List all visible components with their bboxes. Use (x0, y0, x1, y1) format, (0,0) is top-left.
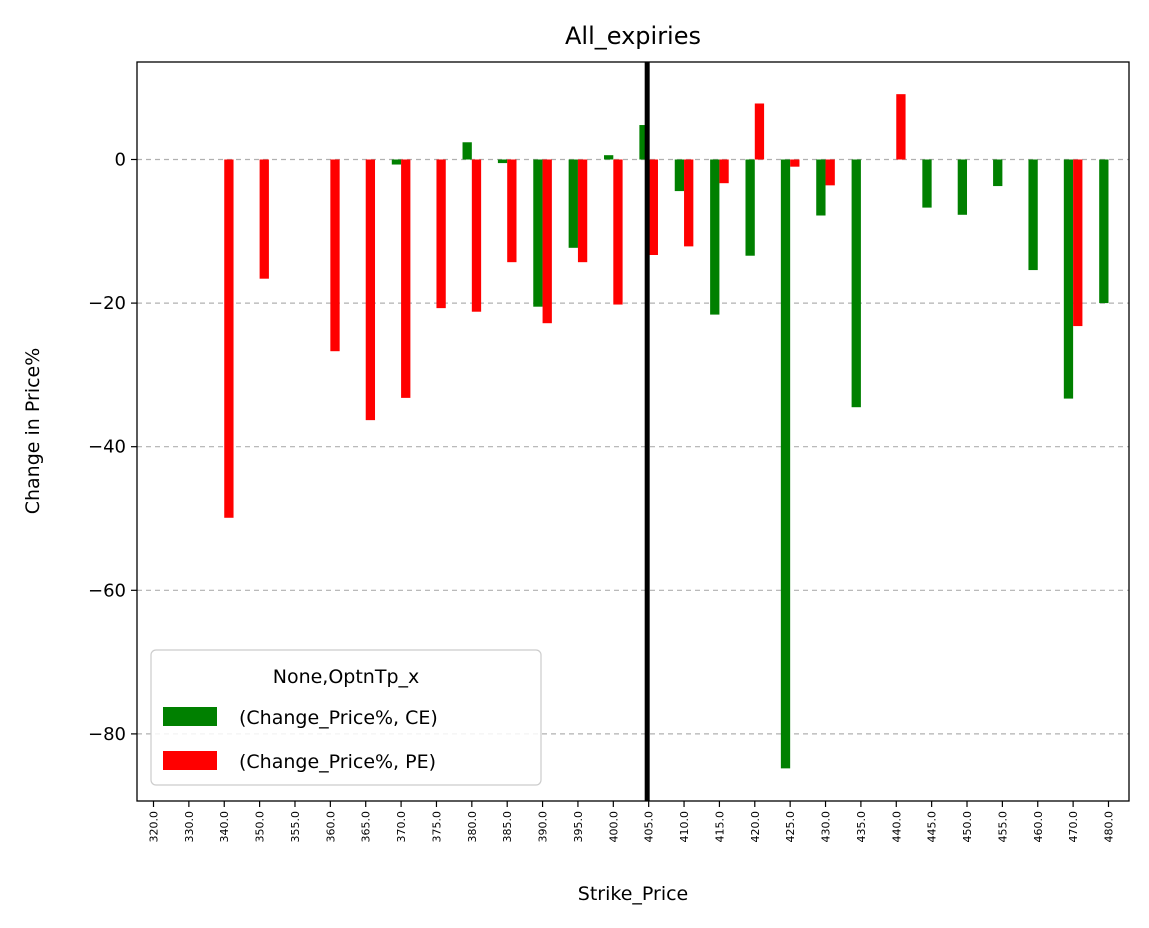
bar-ce (993, 159, 1003, 187)
bar-pe (1073, 159, 1083, 327)
bar-ce (533, 159, 543, 307)
x-tick-label: 390.0 (537, 811, 550, 843)
bar-ce (745, 159, 755, 256)
x-tick-label: 350.0 (254, 811, 267, 843)
legend-title: None,OptnTp_x (273, 666, 420, 688)
bar-ce (851, 159, 861, 408)
x-tick-label: 425.0 (784, 811, 797, 843)
bar-ce (639, 125, 649, 160)
bar-pe (542, 159, 552, 324)
bar-pe (754, 103, 765, 160)
legend-swatch-pe (163, 751, 217, 770)
legend-label-ce: (Change_Price%, CE) (239, 707, 438, 729)
x-tick-label: 410.0 (678, 811, 691, 843)
bar-ce (1099, 159, 1109, 304)
bar-pe (896, 94, 906, 160)
gridlines (137, 158, 1129, 735)
plot-frame (136, 61, 1130, 802)
bar-pe (648, 159, 658, 255)
x-tick-label: 460.0 (1032, 811, 1045, 843)
x-tick-label: 405.0 (643, 811, 656, 843)
bar-pe (436, 159, 446, 309)
bar-pe (790, 159, 800, 167)
bar-pe (719, 159, 729, 184)
bar-ce (710, 159, 720, 315)
legend-label-pe: (Change_Price%, PE) (239, 751, 436, 773)
bar-ce (462, 142, 472, 160)
legend-box (150, 649, 542, 786)
x-tick-label: 320.0 (148, 811, 161, 843)
bar-pe (684, 159, 694, 247)
x-tick-label: 330.0 (183, 811, 196, 843)
x-tick-label: 480.0 (1102, 811, 1115, 843)
bar-pe (259, 159, 269, 279)
y-tick-label: −80 (88, 724, 126, 745)
bar-ce (780, 159, 791, 769)
bars (224, 94, 1109, 769)
bar-pe (365, 159, 376, 421)
bar-ce (1063, 159, 1074, 399)
x-axis-label: Strike_Price (578, 883, 688, 905)
x-tick-label: 340.0 (218, 811, 231, 843)
x-tick-label: 470.0 (1067, 811, 1080, 843)
bar-ce (497, 159, 508, 164)
bar-ce (391, 159, 402, 165)
x-tick-label: 385.0 (501, 811, 514, 843)
y-tick-label: 0 (115, 150, 126, 171)
bar-pe (401, 159, 411, 398)
x-axis-ticks: 320.0 330.0 340.0 350.0 355.0 360.0 365.0 370.0… (148, 801, 1115, 843)
x-tick-label: 420.0 (749, 811, 762, 843)
x-tick-label: 355.0 (289, 811, 302, 843)
x-tick-label: 430.0 (820, 811, 833, 843)
bar-ce (568, 159, 578, 248)
bar-ce (1028, 159, 1038, 271)
x-tick-label: 415.0 (713, 811, 726, 843)
bar-ce (922, 159, 932, 208)
x-tick-label: 370.0 (395, 811, 408, 843)
bar-ce (816, 159, 826, 216)
x-tick-label: 455.0 (996, 811, 1009, 843)
x-tick-label: 375.0 (430, 811, 443, 843)
bar-pe (507, 159, 517, 263)
x-tick-label: 440.0 (890, 811, 903, 843)
y-axis-ticks: 0 −20 −40 −60 −80 (88, 150, 137, 745)
bar-pe (224, 159, 234, 518)
x-tick-label: 400.0 (607, 811, 620, 843)
x-tick-label: 435.0 (855, 811, 868, 843)
x-tick-label: 445.0 (926, 811, 939, 843)
legend-swatch-ce (163, 707, 217, 726)
x-tick-label: 365.0 (360, 811, 373, 843)
x-tick-label: 360.0 (324, 811, 337, 843)
y-tick-label: −40 (88, 437, 126, 458)
bar-pe (613, 159, 623, 305)
y-axis-label: Change in Price% (22, 348, 44, 515)
y-tick-label: −60 (88, 580, 126, 601)
bar-pe (577, 159, 588, 263)
bar-ce (957, 159, 968, 215)
bar-ce (604, 155, 614, 160)
x-tick-label: 450.0 (961, 811, 974, 843)
bar-pe (471, 159, 482, 312)
x-tick-label: 380.0 (466, 811, 479, 843)
legend: None,OptnTp_x (Change_Price%, CE) (Chang… (150, 649, 542, 786)
bar-pe (825, 159, 835, 186)
chart-title: All_expiries (565, 22, 701, 50)
x-tick-label: 395.0 (572, 811, 585, 843)
bar-ce (674, 159, 685, 192)
bar-pe (330, 159, 340, 352)
y-tick-label: −20 (88, 293, 126, 314)
